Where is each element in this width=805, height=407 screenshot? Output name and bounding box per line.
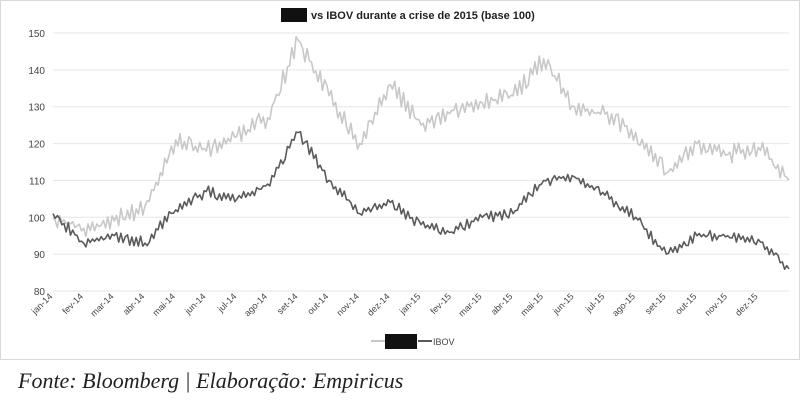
chart-frame: vs IBOV durante a crise de 2015 (base 10… xyxy=(0,0,800,360)
chart-canvas: vs IBOV durante a crise de 2015 (base 10… xyxy=(28,8,790,349)
y-axis: 80 90 100 110 120 130 140 150 xyxy=(28,29,45,298)
chart-title-group: vs IBOV durante a crise de 2015 (base 10… xyxy=(281,8,535,22)
y-tick-label: 80 xyxy=(34,287,46,298)
x-tick-label: fev-15 xyxy=(428,291,453,316)
x-tick-label: fev-14 xyxy=(60,291,85,316)
series-line-ibov xyxy=(52,130,790,270)
x-tick-label: out-14 xyxy=(305,291,330,316)
x-tick-label: jul-15 xyxy=(583,291,606,314)
x-tick-label: abr-15 xyxy=(489,291,514,316)
source-caption: Fonte: Bloomberg | Elaboração: Empiricus xyxy=(18,368,404,393)
y-tick-label: 140 xyxy=(28,66,45,77)
x-tick-label: jun-14 xyxy=(182,291,207,316)
x-tick-label: ago-14 xyxy=(242,291,269,318)
series-lines xyxy=(52,35,790,270)
y-tick-label: 130 xyxy=(28,103,45,114)
x-tick-label: ago-15 xyxy=(610,291,637,318)
series-line-redacted xyxy=(52,35,790,238)
x-tick-label: jan-15 xyxy=(397,291,422,316)
redacted-title-block xyxy=(281,8,307,22)
x-tick-label: out-15 xyxy=(673,291,698,316)
x-tick-label: abr-14 xyxy=(121,291,146,316)
x-tick-label: jun-15 xyxy=(550,291,575,316)
x-tick-label: mar-14 xyxy=(89,291,116,318)
x-tick-label: dez-15 xyxy=(733,291,760,318)
y-tick-label: 150 xyxy=(28,29,45,40)
x-tick-label: nov-14 xyxy=(335,291,362,318)
y-tick-label: 100 xyxy=(28,213,45,224)
legend-label-redacted xyxy=(385,334,417,349)
x-tick-label: jul-14 xyxy=(215,291,238,314)
x-axis: jan-14 fev-14 mar-14 abr-14 mai-14 jun-14 jul-… xyxy=(29,291,760,318)
legend-label-ibov: IBOV xyxy=(433,337,455,347)
y-tick-label: 90 xyxy=(34,250,46,261)
legend: IBOV xyxy=(371,334,455,349)
x-tick-label: set-15 xyxy=(643,291,668,316)
x-tick-label: set-14 xyxy=(275,291,300,316)
y-tick-label: 110 xyxy=(29,176,45,187)
x-tick-label: dez-14 xyxy=(365,291,392,318)
x-tick-label: mai-14 xyxy=(151,291,178,318)
x-tick-label: mar-15 xyxy=(457,291,484,318)
x-tick-label: mai-15 xyxy=(519,291,546,318)
chart-title: vs IBOV durante a crise de 2015 (base 10… xyxy=(311,10,535,22)
x-tick-label: nov-15 xyxy=(703,291,730,318)
y-tick-label: 120 xyxy=(28,140,45,151)
